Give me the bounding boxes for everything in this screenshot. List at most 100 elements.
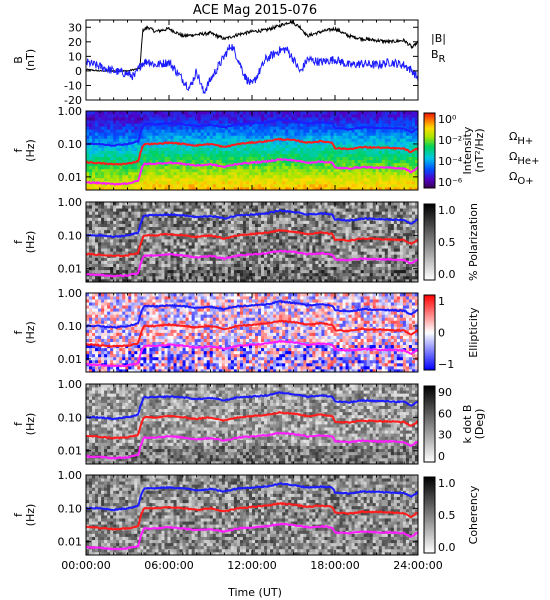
heatmap-cell (131, 123, 135, 127)
heatmap-cell (396, 183, 401, 188)
heatmap-cell (387, 183, 392, 188)
heatmap-cell (242, 251, 247, 255)
heatmap-cell (264, 208, 268, 212)
heatmap-cell (86, 120, 90, 124)
heatmap-cell (170, 174, 174, 179)
heatmap-cell (360, 141, 365, 145)
heatmap-cell (354, 171, 359, 176)
heatmap-cell (137, 126, 141, 130)
heatmap-cell (288, 150, 292, 154)
heatmap-cell (297, 260, 301, 264)
heatmap-cell (276, 159, 280, 164)
heatmap-cell (116, 269, 120, 274)
heatmap-cell (104, 217, 108, 221)
heatmap-cell (209, 205, 214, 209)
heatmap-cell (161, 126, 165, 130)
heatmap-cell (312, 126, 316, 130)
heatmap-cell (227, 168, 232, 173)
heatmap-cell (158, 269, 162, 274)
heatmap-cell (125, 174, 129, 179)
heatmap-cell (279, 183, 283, 188)
heatmap-cell (176, 257, 180, 261)
heatmap-cell (107, 263, 111, 268)
heatmap-cell (167, 257, 171, 261)
heatmap-cell (369, 159, 374, 164)
heatmap-cell (131, 238, 135, 243)
heatmap-cell (312, 114, 316, 118)
heatmap-cell (122, 120, 126, 124)
heatmap-cell (248, 266, 253, 271)
heatmap-cell (369, 174, 374, 179)
heatmap-cell (372, 120, 377, 124)
heatmap-cell (119, 232, 123, 237)
heatmap-cell (227, 171, 232, 176)
heatmap-cell (197, 120, 202, 124)
heatmap-cell (276, 120, 280, 124)
heatmap-cell (248, 229, 253, 234)
heatmap-cell (336, 117, 340, 121)
heatmap-cell (140, 254, 144, 258)
heatmap-cell (348, 117, 352, 121)
heatmap-cell (297, 111, 301, 115)
heatmap-cell (86, 248, 90, 252)
heatmap-cell (348, 123, 352, 127)
heatmap-cell (173, 226, 177, 231)
heatmap-cell (387, 114, 392, 118)
heatmap-cell (242, 223, 247, 228)
heatmap-cell (333, 150, 337, 154)
heatmap-cell (399, 129, 404, 133)
heatmap-cell (291, 132, 295, 136)
heatmap-cell (279, 232, 283, 237)
heatmap-cell (131, 147, 135, 151)
heatmap-cell (131, 144, 135, 148)
heatmap-cell (309, 159, 313, 164)
heatmap-cell (116, 141, 120, 145)
heatmap-cell (86, 278, 90, 283)
heatmap-cell (182, 202, 186, 206)
heatmap-cell (291, 217, 295, 221)
heatmap-cell (276, 257, 280, 261)
heatmap-cell (273, 272, 277, 277)
heatmap-cell (309, 278, 313, 283)
heatmap-cell (273, 223, 277, 228)
heatmap-cell (357, 144, 362, 148)
heatmap-cell (194, 174, 199, 179)
heatmap-cell (245, 278, 250, 283)
heatmap-cell (273, 168, 277, 173)
heatmap-cell (95, 205, 99, 209)
heatmap-cell (402, 132, 407, 136)
heatmap-cell (339, 162, 343, 167)
heatmap-cell (396, 132, 401, 136)
heatmap-cell (267, 171, 271, 176)
heatmap-cell (239, 260, 244, 264)
heatmap-cell (104, 248, 108, 252)
heatmap-cell (173, 229, 177, 234)
heatmap-cell (354, 177, 359, 182)
heatmap-cell (233, 278, 238, 283)
heatmap-cell (188, 248, 193, 252)
heatmap-cell (182, 260, 186, 264)
heatmap-cell (357, 138, 362, 142)
heatmap-cell (248, 138, 253, 142)
heatmap-cell (149, 129, 153, 133)
heatmap-cell (125, 278, 129, 283)
heatmap-cell (327, 153, 331, 157)
heatmap-cell (224, 266, 229, 271)
heatmap-cell (137, 214, 141, 218)
heatmap-cell (89, 138, 93, 142)
heatmap-cell (182, 269, 186, 274)
heatmap-cell (315, 162, 319, 167)
heatmap-cell (384, 129, 389, 133)
heatmap-cell (182, 251, 186, 255)
heatmap-cell (86, 226, 90, 231)
heatmap-cell (242, 278, 247, 283)
heatmap-cell (315, 150, 319, 154)
heatmap-cell (134, 183, 138, 188)
heatmap-cell (300, 248, 304, 252)
heatmap-cell (351, 117, 356, 121)
heatmap-cell (288, 202, 292, 206)
heatmap-cell (291, 235, 295, 240)
heatmap-cell (179, 217, 183, 221)
heatmap-cell (405, 126, 410, 130)
heatmap-cell (230, 132, 235, 136)
